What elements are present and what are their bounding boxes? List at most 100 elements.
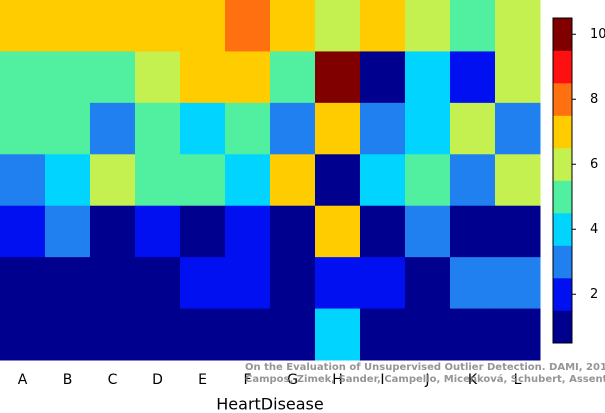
- heatmap-cell: [135, 154, 181, 207]
- x-tick-label: C: [108, 372, 118, 388]
- heatmap-cell: [45, 205, 91, 258]
- colorbar-tick-label: 2: [590, 287, 598, 302]
- x-tick-label: G: [287, 372, 298, 388]
- x-tick-label: L: [514, 372, 522, 388]
- heatmap-cell: [90, 0, 136, 52]
- heatmap-cell: [315, 308, 361, 361]
- heatmap-cell: [360, 308, 406, 361]
- heatmap-cell: [180, 154, 226, 207]
- heatmap-cell: [270, 308, 316, 361]
- heatmap-cell: [0, 308, 46, 361]
- heatmap-cell: [360, 154, 406, 207]
- heatmap-cell: [225, 102, 271, 155]
- heatmap-cell: [45, 257, 91, 310]
- heatmap-cell: [405, 0, 451, 52]
- x-tick-label: K: [468, 372, 478, 388]
- heatmap-cell: [90, 257, 136, 310]
- heatmap-cell: [360, 257, 406, 310]
- heatmap-cell: [405, 154, 451, 207]
- heatmap-cell: [495, 0, 541, 52]
- colorbar-frame: [552, 17, 573, 344]
- heatmap-cell: [270, 0, 316, 52]
- heatmap-cell: [405, 205, 451, 258]
- heatmap-cell: [180, 308, 226, 361]
- heatmap-cell: [135, 308, 181, 361]
- heatmap-cell: [45, 102, 91, 155]
- x-tick-label: E: [198, 372, 207, 388]
- heatmap-cell: [225, 257, 271, 310]
- heatmap-cell: [225, 51, 271, 104]
- x-tick-label: A: [18, 372, 28, 388]
- heatmap-cell: [225, 154, 271, 207]
- heatmap-cell: [90, 51, 136, 104]
- heatmap-cell: [405, 102, 451, 155]
- colorbar-swatch: [553, 115, 572, 149]
- x-axis-label: HeartDisease: [216, 395, 323, 413]
- heatmap-cell: [225, 0, 271, 52]
- heatmap-cell: [495, 257, 541, 310]
- heatmap-cell: [135, 205, 181, 258]
- annotation: On the Evaluation of Unsupervised Outlie…: [245, 362, 605, 373]
- heatmap-cell: [495, 51, 541, 104]
- annotation: Campos, Zimek, Sander, Campello, Micenko…: [245, 373, 605, 385]
- heatmap-cell: [270, 154, 316, 207]
- heatmap-cell: [405, 51, 451, 104]
- heatmap-cell: [495, 308, 541, 361]
- heatmap-cell: [225, 205, 271, 258]
- heatmap-cell: [135, 257, 181, 310]
- colorbar-swatch: [553, 18, 572, 51]
- heatmap-cell: [315, 0, 361, 52]
- colorbar-tick-label: 10: [590, 27, 605, 42]
- heatmap-cell: [450, 205, 496, 258]
- heatmap-cell: [450, 51, 496, 104]
- colorbar-swatch: [553, 278, 572, 311]
- heatmap-cell: [90, 308, 136, 361]
- colorbar-swatch: [553, 50, 572, 84]
- heatmap-cell: [90, 154, 136, 207]
- heatmap-cell: [315, 51, 361, 104]
- heatmap-cell: [45, 0, 91, 52]
- heatmap-cell: [360, 0, 406, 52]
- heatmap-cell: [270, 51, 316, 104]
- heatmap-cell: [90, 205, 136, 258]
- heatmap-cell: [180, 0, 226, 52]
- x-tick-label: D: [152, 372, 163, 388]
- heatmap-cell: [495, 154, 541, 207]
- colorbar-swatch: [553, 310, 572, 344]
- colorbar-swatch: [553, 180, 572, 214]
- heatmap-cell: [45, 51, 91, 104]
- heatmap-cell: [315, 102, 361, 155]
- heatmap-cell: [0, 0, 46, 52]
- colorbar-swatch: [553, 245, 572, 279]
- heatmap-cell: [360, 102, 406, 155]
- heatmap-cell: [0, 51, 46, 104]
- colorbar-tick-label: 6: [590, 157, 598, 172]
- colorbar-swatch: [553, 83, 572, 116]
- heatmap-cell: [495, 102, 541, 155]
- heatmap-cell: [315, 205, 361, 258]
- heatmap-cell: [180, 102, 226, 155]
- heatmap-cell: [360, 51, 406, 104]
- heatmap-cell: [0, 257, 46, 310]
- heatmap-cell: [405, 308, 451, 361]
- heatmap-cell: [315, 154, 361, 207]
- heatmap-cell: [45, 308, 91, 361]
- heatmap-cell: [135, 0, 181, 52]
- heatmap-cell: [495, 205, 541, 258]
- heatmap-cell: [450, 102, 496, 155]
- heatmap-cell: [45, 154, 91, 207]
- heatmap-cell: [450, 308, 496, 361]
- heatmap-cell: [0, 154, 46, 207]
- colorbar-tick-label: 4: [590, 222, 598, 237]
- heatmap-cell: [135, 51, 181, 104]
- heatmap-cell: [405, 257, 451, 310]
- x-tick-label: B: [63, 372, 73, 388]
- x-tick-label: I: [380, 372, 384, 388]
- colorbar-swatch: [553, 148, 572, 181]
- heatmap-cell: [180, 51, 226, 104]
- heatmap-cell: [450, 154, 496, 207]
- heatmap-cell: [180, 205, 226, 258]
- x-tick-label: F: [243, 372, 251, 388]
- heatmap-cell: [90, 102, 136, 155]
